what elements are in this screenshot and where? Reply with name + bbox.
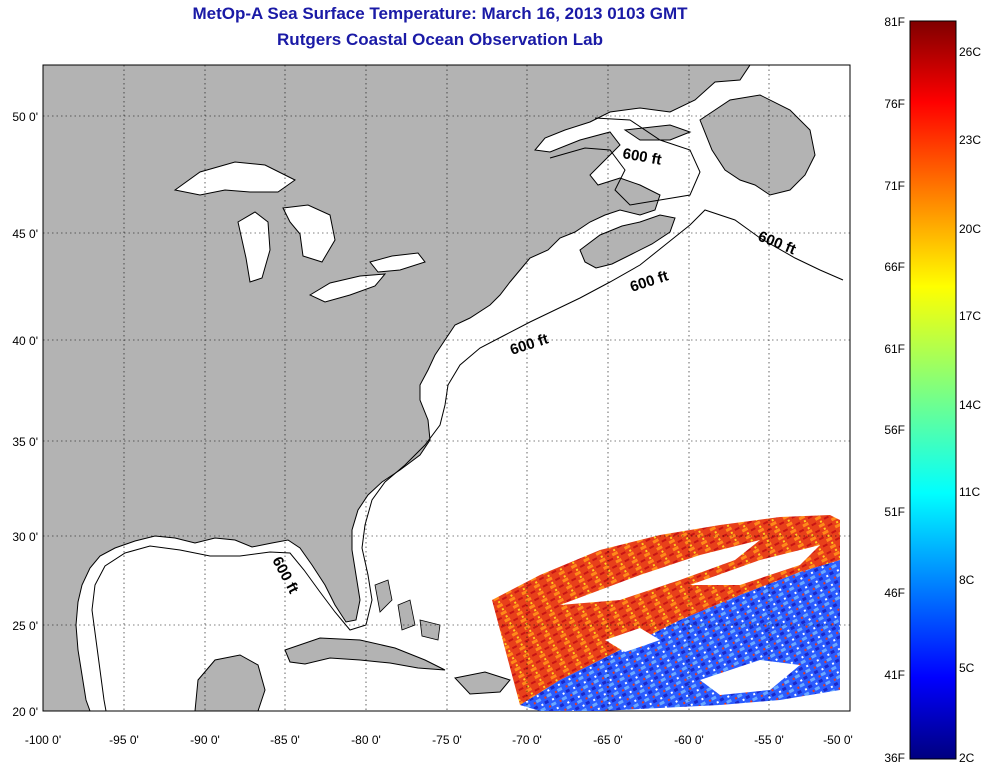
colorbar-c-label: 5C [959, 661, 975, 675]
lake-ontario [369, 252, 426, 273]
lat-tick: 50 0' [12, 110, 38, 124]
colorbar-c-label: 2C [959, 751, 975, 765]
colorbar-f-label: 81F [884, 15, 905, 29]
colorbar-f-label: 51F [884, 505, 905, 519]
latitude-axis: 20 0' 25 0' 30 0' 35 0' 40 0' 45 0' 50 0… [12, 110, 38, 719]
north-america-land [43, 65, 751, 711]
lon-tick: -75 0' [432, 733, 462, 747]
colorbar-f-label: 36F [884, 751, 905, 765]
hispaniola-land [454, 671, 511, 695]
lat-tick: 25 0' [12, 619, 38, 633]
colorbar-c-label: 20C [959, 222, 981, 236]
depth-contour-gulf-st-lawrence [549, 117, 701, 206]
lon-tick: -50 0' [823, 733, 853, 747]
temperature-colorbar: 81F 76F 71F 66F 61F 56F 51F 46F 41F 36F … [884, 15, 981, 765]
colorbar-f-label: 46F [884, 586, 905, 600]
colorbar-c-label: 14C [959, 398, 981, 412]
lat-tick: 40 0' [12, 334, 38, 348]
bahamas-islands [374, 579, 441, 641]
cloud-gaps [560, 540, 820, 695]
colorbar-c-label: 26C [959, 45, 981, 59]
lon-tick: -55 0' [754, 733, 784, 747]
yucatan-land [194, 654, 266, 711]
lon-tick: -70 0' [512, 733, 542, 747]
map-subtitle: Rutgers Coastal Ocean Observation Lab [277, 30, 603, 49]
lat-tick: 45 0' [12, 227, 38, 241]
lon-tick: -90 0' [190, 733, 220, 747]
colorbar-c-label: 11C [959, 485, 980, 499]
colorbar-f-label: 56F [884, 423, 905, 437]
colorbar-f-label: 41F [884, 668, 905, 682]
lat-tick: 20 0' [12, 705, 38, 719]
lon-tick: -80 0' [351, 733, 381, 747]
colorbar-c-label: 8C [959, 573, 975, 587]
depth-contour-600ft [91, 209, 844, 711]
lon-tick: -100 0' [25, 733, 61, 747]
map-title: MetOp-A Sea Surface Temperature: March 1… [192, 4, 688, 23]
depth-label-st-lawrence: 600 ft [621, 145, 663, 169]
colorbar-c-label: 17C [959, 309, 981, 323]
colorbar-f-label: 66F [884, 260, 905, 274]
longitude-axis: -100 0' -95 0' -90 0' -85 0' -80 0' -75 … [25, 733, 853, 747]
lon-tick: -60 0' [674, 733, 704, 747]
nova-scotia-land [579, 214, 676, 269]
newfoundland-land [699, 94, 816, 196]
anticosti-island [623, 124, 692, 141]
colorbar-f-label: 71F [884, 179, 905, 193]
lat-tick: 35 0' [12, 435, 38, 449]
lake-huron [282, 204, 336, 263]
cuba-land [284, 637, 446, 671]
lon-tick: -65 0' [593, 733, 623, 747]
lon-tick: -85 0' [270, 733, 300, 747]
lat-tick: 30 0' [12, 530, 38, 544]
colorbar-c-label: 23C [959, 133, 981, 147]
lake-michigan [237, 211, 271, 283]
colorbar-f-label: 76F [884, 97, 905, 111]
lon-tick: -95 0' [109, 733, 139, 747]
colorbar-f-label: 61F [884, 342, 905, 356]
